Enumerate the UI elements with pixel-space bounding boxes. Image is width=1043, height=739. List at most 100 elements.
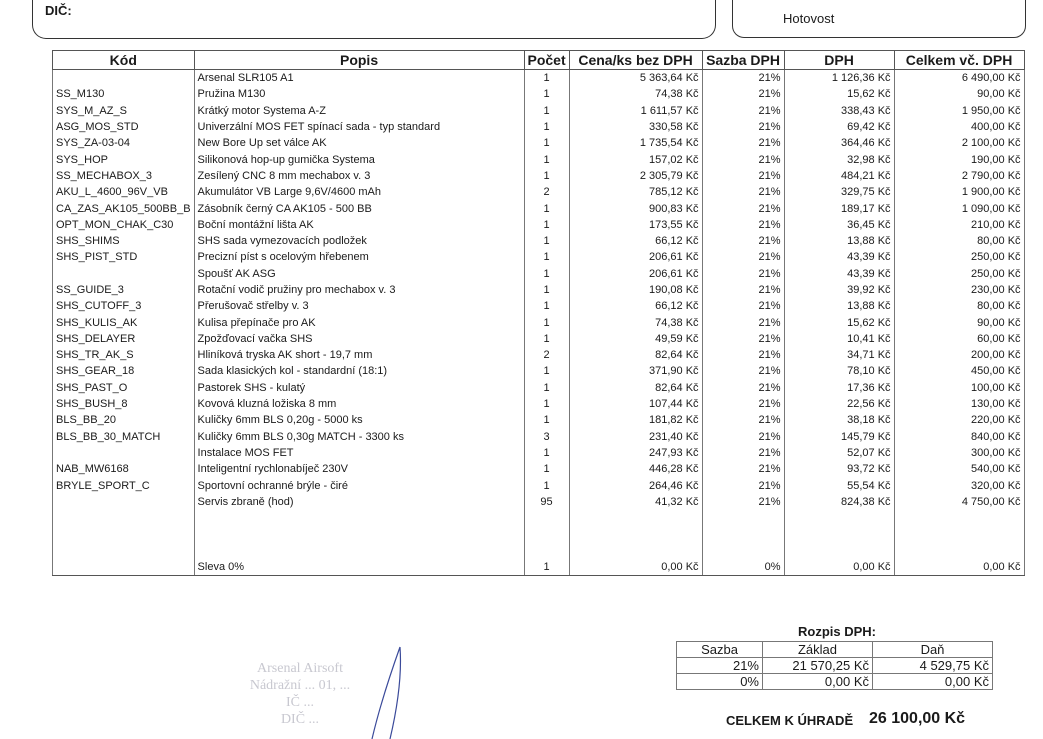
cell-description: Zásobník černý CA AK105 - 500 BB xyxy=(193,200,525,217)
cell-code: OPT_MON_CHAK_C30 xyxy=(52,216,195,233)
cell-quantity: 1 xyxy=(523,86,570,103)
cell-vat-amount: 43,39 Kč xyxy=(783,249,895,266)
cell-quantity: 1 xyxy=(523,298,570,315)
cell-total: 250,00 Kč xyxy=(893,265,1025,282)
cell-code: BLS_BB_20 xyxy=(52,412,195,429)
cell-vat-amount: 15,62 Kč xyxy=(783,314,895,331)
cell-unit-price: 2 305,79 Kč xyxy=(568,167,703,185)
cell-quantity: 1 xyxy=(523,477,570,494)
cell-code: SYS_M_AZ_S xyxy=(52,102,195,119)
cell-unit-price: 49,59 Kč xyxy=(568,330,703,348)
cell-unit-price: 371,90 Kč xyxy=(568,363,703,380)
cell-description: SHS sada vymezovacích podložek xyxy=(193,232,525,250)
cell-total: 220,00 Kč xyxy=(893,412,1025,429)
cell-quantity: 1 xyxy=(523,69,570,87)
empty-cell xyxy=(193,510,525,527)
cell-total: 90,00 Kč xyxy=(893,314,1025,331)
table-row: SHS_PIST_STD Precizní píst s ocelovým hře… xyxy=(52,249,1025,266)
column-header-unit-price: Cena/ks bez DPH xyxy=(568,50,703,70)
cell-vat-amount: 39,92 Kč xyxy=(783,281,895,299)
cell-vat-amount: 824,38 Kč xyxy=(783,493,895,511)
cell-description: Sada klasických kol - standardní (18:1) xyxy=(193,363,525,380)
cell-description: Kulisa přepínače pro AK xyxy=(193,314,525,331)
cell-total: 210,00 Kč xyxy=(893,216,1025,233)
cell-total: 450,00 Kč xyxy=(893,363,1025,380)
cell-total: 1 900,00 Kč xyxy=(893,184,1025,201)
stamp-line: Nádražní ... 01, ... xyxy=(249,678,351,693)
cell-vat-rate: 21% xyxy=(701,444,785,462)
cell-vat-amount: 329,75 Kč xyxy=(783,184,895,201)
cell-vat-amount: 338,43 Kč xyxy=(783,102,895,119)
empty-cell xyxy=(783,542,895,559)
cell-code xyxy=(52,265,195,282)
table-row: Servis zbraně (hod) 95 41,32 Kč 21% 824,38 K… xyxy=(52,493,1025,511)
cell-unit-price: 1 735,54 Kč xyxy=(568,135,703,152)
cell-total: 60,00 Kč xyxy=(893,330,1025,348)
cell-vat-rate: 0% xyxy=(701,558,785,577)
empty-cell xyxy=(701,526,785,543)
cell-vat-rate: 21% xyxy=(701,314,785,331)
table-row: SHS_DELAYER Zpožďovací vačka SHS 1 49,59 Kč… xyxy=(52,330,1025,348)
cell-vat-rate: 21% xyxy=(701,428,785,445)
cell-vat-rate: 21% xyxy=(701,265,785,282)
empty-cell xyxy=(568,542,703,559)
table-row: SHS_PAST_O Pastorek SHS - kulatý 1 82,64 Kč… xyxy=(52,379,1025,396)
cell-unit-price: 446,28 Kč xyxy=(568,461,703,478)
cell-quantity: 2 xyxy=(523,347,570,364)
cell-quantity: 1 xyxy=(523,412,570,429)
cell-vat-amount: 52,07 Kč xyxy=(783,444,895,462)
cell-code: SHS_PAST_O xyxy=(52,379,195,396)
cell-vat-amount: 22,56 Kč xyxy=(783,395,895,413)
table-row: BRYLE_SPORT_C Sportovní ochranné brýle - … xyxy=(52,477,1025,494)
vat-cell: 21% xyxy=(676,657,763,674)
cell-vat-amount: 13,88 Kč xyxy=(783,298,895,315)
cell-quantity: 3 xyxy=(523,428,570,445)
cell-vat-amount: 17,36 Kč xyxy=(783,379,895,396)
cell-description: Rotační vodič pružiny pro mechabox v. 3 xyxy=(193,281,525,299)
cell-unit-price: 330,58 Kč xyxy=(568,118,703,136)
cell-description: Krátký motor Systema A-Z xyxy=(193,102,525,119)
cell-total: 1 090,00 Kč xyxy=(893,200,1025,217)
cell-unit-price: 1 611,57 Kč xyxy=(568,102,703,119)
cell-vat-rate: 21% xyxy=(701,363,785,380)
cell-total: 130,00 Kč xyxy=(893,395,1025,413)
payment-box: Hotovost xyxy=(732,0,1026,38)
cell-unit-price: 0,00 Kč xyxy=(568,558,703,577)
table-row: SHS_TR_AK_S Hliníková tryska AK short - 1… xyxy=(52,347,1025,364)
vat-column-header: Sazba xyxy=(676,641,763,658)
table-row: AKU_L_4600_96V_VB Akumulátor VB Large 9,6… xyxy=(52,184,1025,201)
cell-quantity: 95 xyxy=(523,493,570,511)
cell-vat-rate: 21% xyxy=(701,477,785,494)
cell-total: 230,00 Kč xyxy=(893,281,1025,299)
cell-vat-amount: 145,79 Kč xyxy=(783,428,895,445)
cell-quantity: 1 xyxy=(523,151,570,168)
cell-vat-rate: 21% xyxy=(701,330,785,348)
empty-cell xyxy=(701,542,785,559)
empty-cell xyxy=(783,510,895,527)
cell-unit-price: 41,32 Kč xyxy=(568,493,703,511)
column-header-quantity: Počet xyxy=(523,50,570,70)
vat-cell: 0,00 Kč xyxy=(762,673,873,690)
total-value: 26 100,00 Kč xyxy=(869,710,966,727)
cell-unit-price: 173,55 Kč xyxy=(568,216,703,233)
cell-quantity: 2 xyxy=(523,184,570,201)
cell-vat-amount: 32,98 Kč xyxy=(783,151,895,168)
cell-unit-price: 264,46 Kč xyxy=(568,477,703,494)
cell-unit-price: 66,12 Kč xyxy=(568,232,703,250)
cell-total: 1 950,00 Kč xyxy=(893,102,1025,119)
table-row: Arsenal SLR105 A1 1 5 363,64 Kč 21% 1 126,36… xyxy=(52,69,1025,87)
cell-total: 400,00 Kč xyxy=(893,118,1025,136)
cell-code: AKU_L_4600_96V_VB xyxy=(52,184,195,201)
empty-cell xyxy=(523,542,570,559)
cell-vat-rate: 21% xyxy=(701,86,785,103)
cell-vat-rate: 21% xyxy=(701,281,785,299)
cell-description: Kuličky 6mm BLS 0,20g - 5000 ks xyxy=(193,412,525,429)
cell-vat-rate: 21% xyxy=(701,298,785,315)
cell-code xyxy=(52,493,195,511)
cell-unit-price: 5 363,64 Kč xyxy=(568,69,703,87)
empty-cell xyxy=(193,526,525,543)
cell-vat-rate: 21% xyxy=(701,461,785,478)
cell-description: Servis zbraně (hod) xyxy=(193,493,525,511)
signature xyxy=(371,646,402,739)
cell-vat-amount: 0,00 Kč xyxy=(783,558,895,577)
